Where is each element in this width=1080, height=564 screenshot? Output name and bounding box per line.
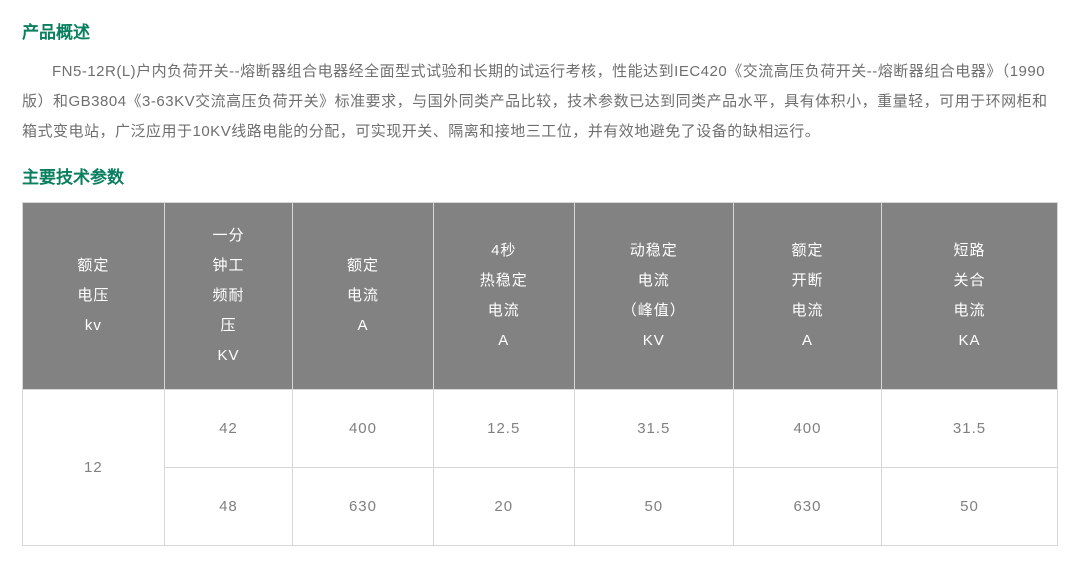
hdr-text: 关合 bbox=[890, 266, 1049, 296]
col-header-thermal: 4秒 热稳定 电流 A bbox=[433, 203, 574, 390]
hdr-text: 4秒 bbox=[442, 236, 566, 266]
hdr-text: 额定 bbox=[31, 251, 156, 281]
cell: 400 bbox=[733, 390, 881, 468]
cell: 50 bbox=[574, 468, 733, 546]
cell: 630 bbox=[733, 468, 881, 546]
hdr-text: 电流 bbox=[742, 296, 873, 326]
spec-table: 额定 电压 kv 一分 钟工 频耐 压 KV 额定 电流 A 4秒 热稳定 电流… bbox=[22, 202, 1058, 546]
hdr-text: 钟工 bbox=[173, 251, 284, 281]
cell-voltage: 12 bbox=[23, 390, 165, 546]
hdr-text: 动稳定 bbox=[583, 236, 725, 266]
hdr-text: 电压 bbox=[31, 281, 156, 311]
cell: 50 bbox=[881, 468, 1057, 546]
hdr-text: 压 bbox=[173, 311, 284, 341]
hdr-text: 一分 bbox=[173, 221, 284, 251]
cell: 12.5 bbox=[433, 390, 574, 468]
hdr-text: KV bbox=[173, 341, 284, 371]
hdr-text: 电流 bbox=[890, 296, 1049, 326]
cell: 400 bbox=[293, 390, 434, 468]
cell: 31.5 bbox=[574, 390, 733, 468]
table-row: 48 630 20 50 630 50 bbox=[23, 468, 1058, 546]
hdr-text: 额定 bbox=[301, 251, 425, 281]
col-header-withstand: 一分 钟工 频耐 压 KV bbox=[164, 203, 292, 390]
cell: 42 bbox=[164, 390, 292, 468]
hdr-text: A bbox=[301, 311, 425, 341]
overview-paragraph: FN5-12R(L)户内负荷开关--熔断器组合电器经全面型式试验和长期的试运行考… bbox=[22, 57, 1058, 147]
col-header-voltage: 额定 电压 kv bbox=[23, 203, 165, 390]
overview-heading: 产品概述 bbox=[22, 18, 1058, 43]
col-header-rated-current: 额定 电流 A bbox=[293, 203, 434, 390]
cell: 31.5 bbox=[881, 390, 1057, 468]
col-header-dynamic: 动稳定 电流 （峰值） KV bbox=[574, 203, 733, 390]
table-header-row: 额定 电压 kv 一分 钟工 频耐 压 KV 额定 电流 A 4秒 热稳定 电流… bbox=[23, 203, 1058, 390]
params-heading: 主要技术参数 bbox=[22, 163, 1058, 188]
hdr-text: 短路 bbox=[890, 236, 1049, 266]
hdr-text: 开断 bbox=[742, 266, 873, 296]
cell: 20 bbox=[433, 468, 574, 546]
hdr-text: KA bbox=[890, 326, 1049, 356]
hdr-text: 额定 bbox=[742, 236, 873, 266]
hdr-text: A bbox=[742, 326, 873, 356]
hdr-text: 频耐 bbox=[173, 281, 284, 311]
hdr-text: 热稳定 bbox=[442, 266, 566, 296]
hdr-text: 电流 bbox=[583, 266, 725, 296]
col-header-making: 短路 关合 电流 KA bbox=[881, 203, 1057, 390]
hdr-text: 电流 bbox=[301, 281, 425, 311]
hdr-text: A bbox=[442, 326, 566, 356]
hdr-text: （峰值） bbox=[583, 296, 725, 326]
hdr-text: KV bbox=[583, 326, 725, 356]
col-header-breaking: 额定 开断 电流 A bbox=[733, 203, 881, 390]
table-row: 12 42 400 12.5 31.5 400 31.5 bbox=[23, 390, 1058, 468]
cell: 630 bbox=[293, 468, 434, 546]
hdr-text: kv bbox=[31, 311, 156, 341]
cell: 48 bbox=[164, 468, 292, 546]
hdr-text: 电流 bbox=[442, 296, 566, 326]
